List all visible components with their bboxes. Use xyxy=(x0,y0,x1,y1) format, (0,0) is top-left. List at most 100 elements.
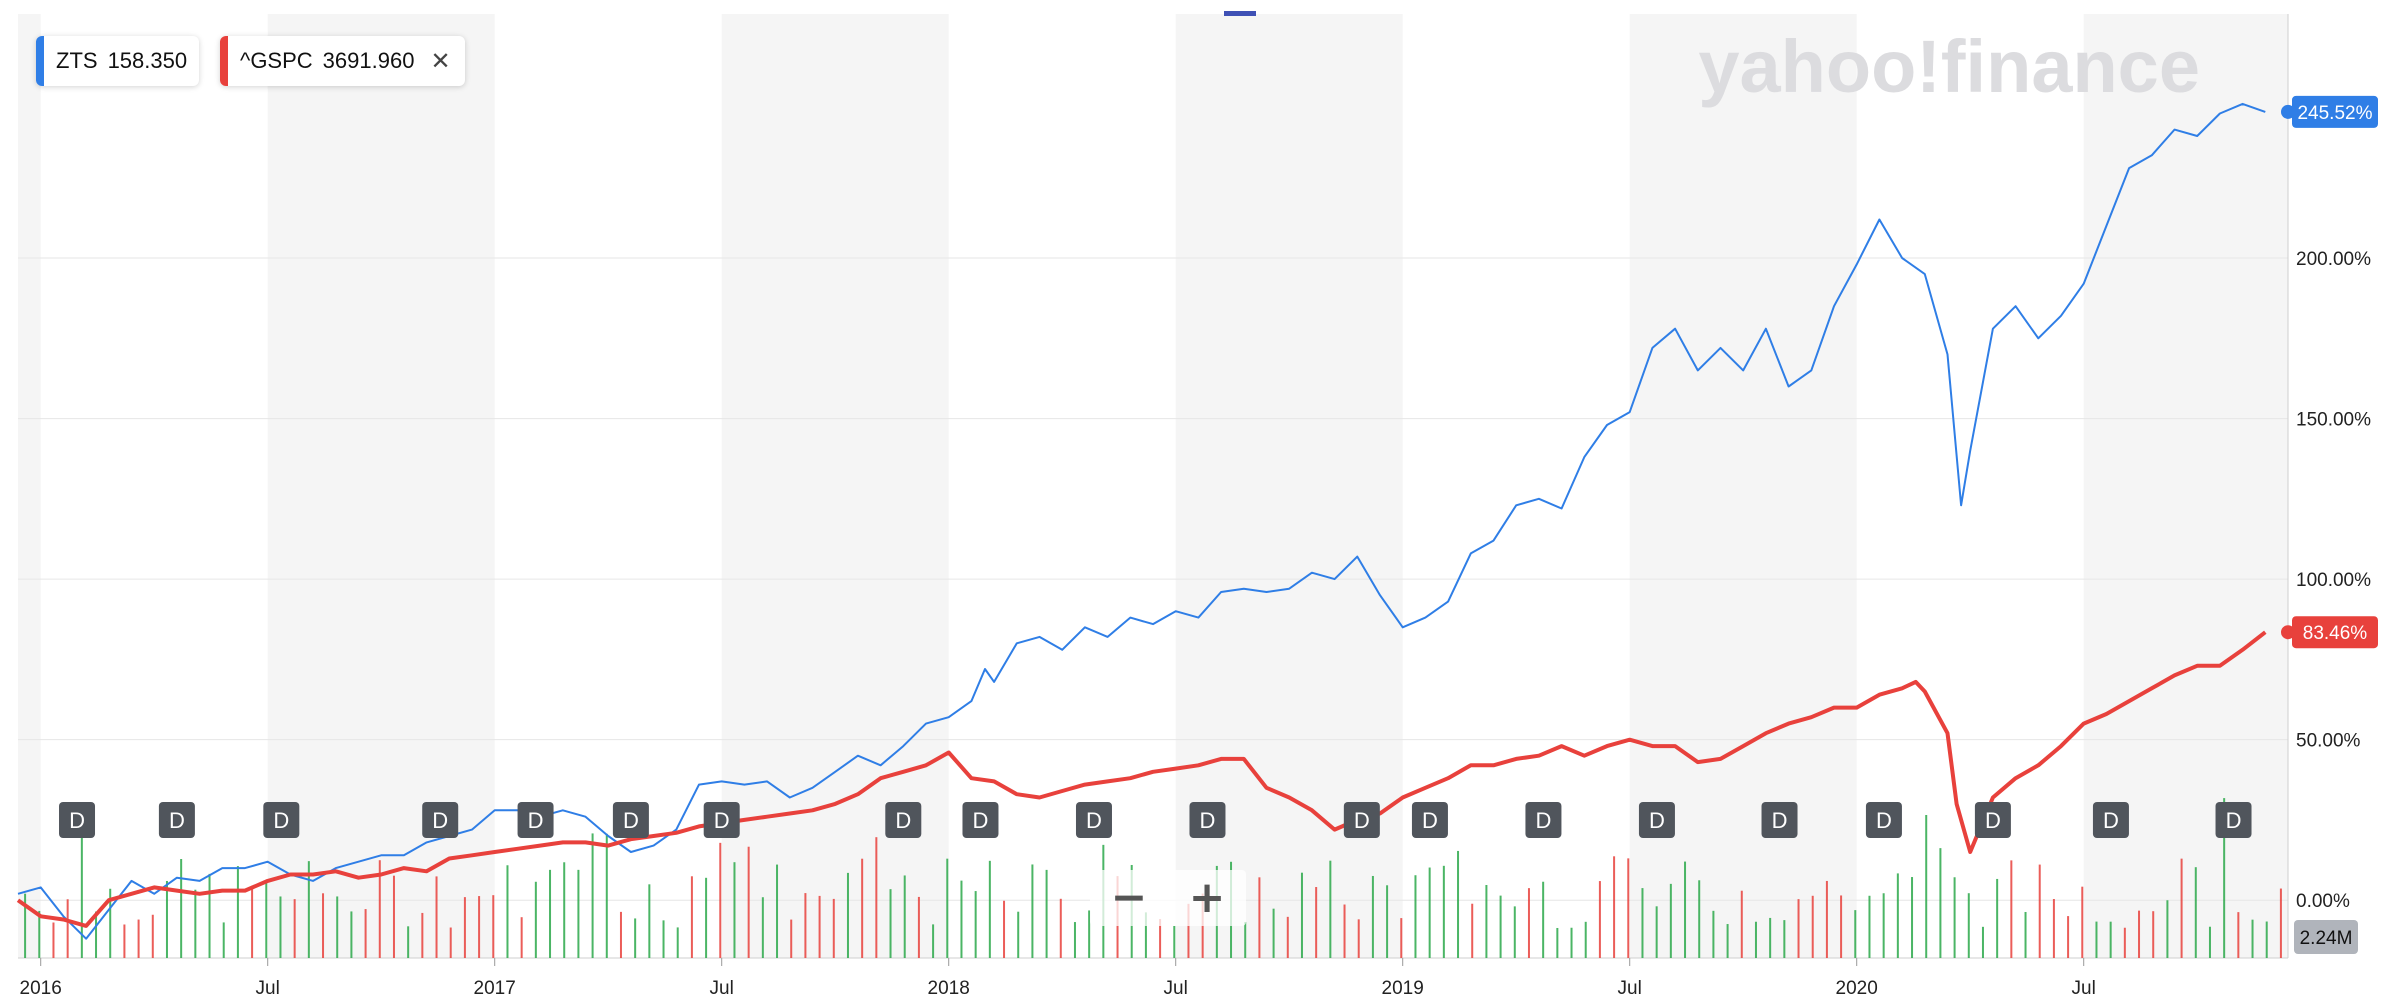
volume-bar xyxy=(1684,861,1687,958)
volume-bar xyxy=(988,860,991,958)
dividend-marker-label[interactable]: D xyxy=(1535,808,1551,833)
volume-bar xyxy=(2095,921,2098,958)
volume-bar xyxy=(846,872,849,958)
dividend-marker[interactable] xyxy=(422,802,459,838)
dividend-marker[interactable] xyxy=(2215,802,2252,838)
dividend-marker-label[interactable]: D xyxy=(623,808,639,833)
zoom-in-icon[interactable]: + xyxy=(1188,872,1226,923)
dividend-marker-label[interactable]: D xyxy=(714,808,730,833)
volume-bar xyxy=(790,919,793,958)
dividend-marker-label[interactable]: D xyxy=(1422,808,1438,833)
volume-bar xyxy=(1939,848,1942,958)
volume-bar xyxy=(1868,895,1871,958)
dividend-marker-label[interactable]: D xyxy=(1200,808,1216,833)
volume-bar xyxy=(889,889,892,958)
volume-bar xyxy=(2166,900,2169,958)
volume-bar xyxy=(2279,888,2282,958)
volume-bar xyxy=(1726,924,1729,958)
volume-label-badge xyxy=(2294,920,2358,954)
volume-bar xyxy=(194,889,197,958)
x-tick-label: Jul xyxy=(2072,978,2096,999)
volume-bar xyxy=(932,924,935,958)
dividend-marker[interactable] xyxy=(962,802,999,838)
volume-bar xyxy=(478,896,481,958)
volume-bar xyxy=(875,837,878,958)
legend-value: 158.350 xyxy=(107,48,188,73)
dividend-marker-label[interactable]: D xyxy=(2103,808,2119,833)
volume-bar xyxy=(761,897,764,958)
legend-item-zts[interactable]: ZTS 158.350 xyxy=(36,36,200,86)
dividend-marker-label[interactable]: D xyxy=(1985,808,2001,833)
volume-bar xyxy=(2123,927,2126,958)
dividend-marker-label[interactable]: D xyxy=(1354,808,1370,833)
close-icon[interactable]: ✕ xyxy=(430,47,451,75)
dividend-marker-label[interactable]: D xyxy=(1876,808,1892,833)
dividend-marker-label[interactable]: D xyxy=(1772,808,1788,833)
last-value-badge xyxy=(2292,95,2378,128)
dividend-marker-label[interactable]: D xyxy=(973,808,989,833)
volume-bar xyxy=(1017,911,1020,958)
dividend-marker[interactable] xyxy=(1638,802,1675,838)
volume-bar xyxy=(2237,912,2240,958)
volume-bar xyxy=(364,909,367,958)
volume-bar xyxy=(534,881,537,958)
volume-bar xyxy=(719,842,722,958)
volume-bar xyxy=(123,924,126,958)
dividend-marker[interactable] xyxy=(1343,802,1380,838)
x-tick-label: 2019 xyxy=(1382,978,1424,999)
zoom-out-icon[interactable]: − xyxy=(1110,872,1148,923)
volume-bar xyxy=(1442,865,1445,958)
dividend-marker[interactable] xyxy=(263,802,300,838)
dividend-marker[interactable] xyxy=(612,802,649,838)
volume-bar xyxy=(1570,927,1573,958)
volume-bar xyxy=(1527,888,1530,958)
volume-bar xyxy=(2208,926,2211,958)
volume-bar xyxy=(2010,860,2013,958)
volume-bar xyxy=(392,875,395,958)
y-tick-label: 150.00% xyxy=(2296,410,2371,431)
dividend-marker-label[interactable]: D xyxy=(69,808,85,833)
dividend-marker[interactable] xyxy=(1761,802,1798,838)
dividend-marker[interactable] xyxy=(1411,802,1448,838)
watermark-logo: yahoo!finance xyxy=(1698,25,2200,108)
legend-item-gspc[interactable]: ^GSPC 3691.960 ✕ xyxy=(220,36,465,86)
y-tick-label: 0.00% xyxy=(2296,891,2350,912)
dividend-marker[interactable] xyxy=(703,802,740,838)
volume-label: 2.24M xyxy=(2300,928,2353,949)
volume-bar xyxy=(662,920,665,958)
dividend-marker[interactable] xyxy=(158,802,195,838)
dividend-marker-label[interactable]: D xyxy=(2226,808,2242,833)
dividend-marker-label[interactable]: D xyxy=(528,808,544,833)
volume-bar xyxy=(1797,899,1800,958)
dividend-marker[interactable] xyxy=(1974,802,2011,838)
volume-bar xyxy=(1641,888,1644,958)
dividend-marker-label[interactable]: D xyxy=(273,808,289,833)
volume-bar xyxy=(776,864,779,958)
volume-bar xyxy=(1584,921,1587,958)
volume-bar xyxy=(705,877,708,958)
dividend-marker[interactable] xyxy=(1075,802,1112,838)
dividend-marker[interactable] xyxy=(2092,802,2129,838)
dividend-marker-label[interactable]: D xyxy=(432,808,448,833)
dividend-marker-label[interactable]: D xyxy=(1649,808,1665,833)
y-tick-label: 50.00% xyxy=(2296,731,2361,752)
dividend-marker-label[interactable]: D xyxy=(1086,808,1102,833)
dividend-marker-label[interactable]: D xyxy=(895,808,911,833)
volume-bar xyxy=(1783,920,1786,958)
volume-bar xyxy=(1357,919,1360,958)
dividend-marker[interactable] xyxy=(885,802,922,838)
volume-bar xyxy=(733,862,736,958)
volume-bar xyxy=(2067,916,2070,958)
range-marker[interactable] xyxy=(1224,11,1256,16)
volume-bar xyxy=(2081,886,2084,958)
dividend-marker[interactable] xyxy=(1525,802,1562,838)
dividend-marker[interactable] xyxy=(59,802,96,838)
dividend-marker[interactable] xyxy=(517,802,554,838)
dividend-marker[interactable] xyxy=(1189,802,1226,838)
dividend-marker-label[interactable]: D xyxy=(169,808,185,833)
dividend-marker[interactable] xyxy=(1865,802,1902,838)
volume-bar xyxy=(648,884,651,958)
volume-bar xyxy=(2223,798,2226,958)
